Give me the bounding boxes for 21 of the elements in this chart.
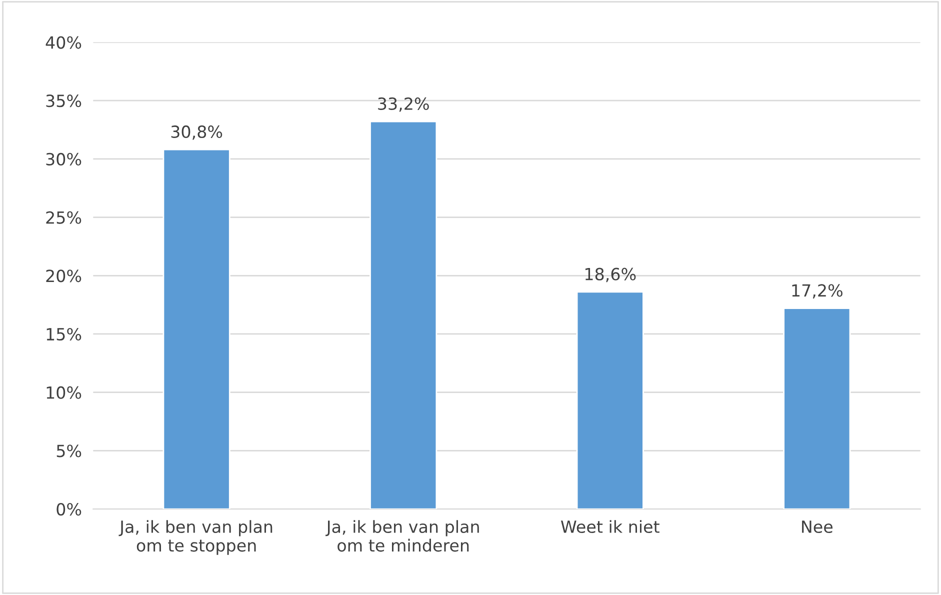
bar (783, 308, 851, 510)
y-tick-label: 30% (46, 152, 82, 166)
data-label: 30,8% (171, 125, 222, 140)
data-label: 17,2% (792, 284, 842, 298)
data-label: 33,2% (378, 97, 429, 112)
bar (370, 120, 438, 510)
y-tick-label: 35% (46, 94, 82, 108)
x-tick-label: Nee (802, 520, 833, 534)
x-tick-label: Ja, ik ben van plan om te minderen (326, 520, 479, 552)
y-tick-label: 25% (46, 211, 82, 224)
bar (162, 148, 230, 510)
x-tick-label: Weet ik niet (560, 520, 660, 534)
x-tick-label: Ja, ik ben van plan om te stoppen (118, 520, 272, 555)
y-tick-label: 40% (46, 36, 82, 49)
y-tick-label: 5% (56, 444, 82, 458)
y-tick-label: 15% (46, 328, 82, 341)
y-tick-label: 10% (46, 386, 82, 399)
bar (576, 291, 644, 510)
data-label: 18,6% (585, 268, 636, 282)
y-tick-label: 20% (46, 270, 82, 282)
y-tick-label: 0% (56, 502, 82, 516)
